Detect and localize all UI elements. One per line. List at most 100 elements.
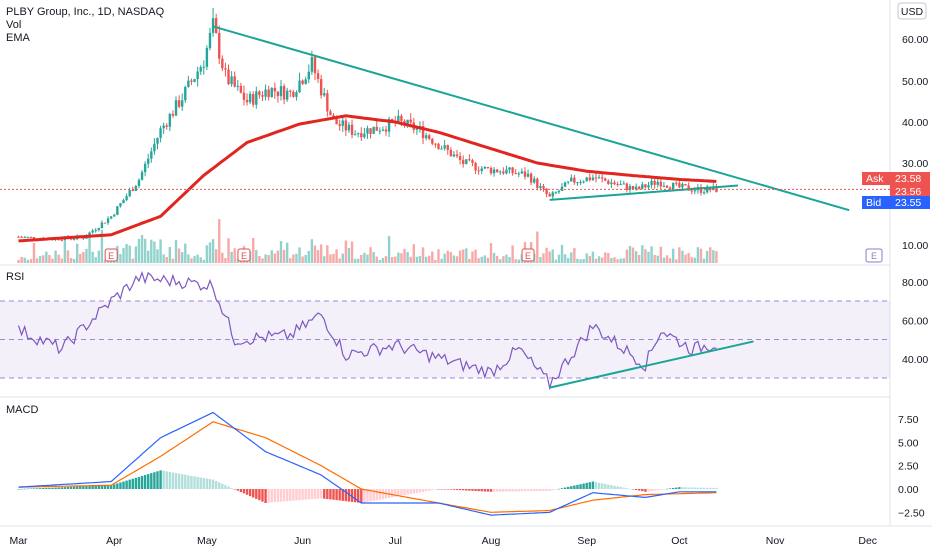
- macd-histogram-bar: [536, 489, 539, 492]
- macd-histogram-bar: [236, 489, 239, 491]
- candle-body: [397, 115, 400, 123]
- candle-body: [625, 183, 629, 190]
- volume-bar: [267, 255, 270, 263]
- macd-histogram-bar: [279, 489, 283, 502]
- volume-bar: [156, 249, 159, 263]
- candle-body: [662, 185, 666, 187]
- candle-body: [536, 178, 539, 188]
- volume-bar: [514, 259, 517, 263]
- volume-bar: [579, 259, 582, 263]
- macd-histogram-bar: [205, 478, 209, 489]
- macd-histogram-bar: [641, 489, 644, 492]
- macd-histogram-bar: [690, 487, 693, 489]
- candle-body: [449, 149, 453, 157]
- candle-body: [295, 92, 298, 97]
- candle-body: [230, 76, 233, 85]
- volume-bar: [616, 259, 619, 263]
- candle-body: [462, 159, 465, 165]
- macd-histogram-bar: [363, 489, 366, 503]
- volume-bar: [221, 252, 224, 263]
- macd-tick-label: 7.50: [898, 414, 919, 426]
- macd-histogram-bar: [492, 489, 496, 492]
- candle-body: [520, 171, 524, 174]
- candle-body: [23, 236, 26, 238]
- candle-body: [94, 229, 97, 231]
- volume-bar: [678, 247, 681, 263]
- candle-body: [224, 68, 227, 70]
- candle-body: [693, 190, 696, 192]
- macd-histogram-bar: [687, 487, 690, 489]
- bid-tag: Bid 23.55: [862, 196, 930, 209]
- descending-trendline[interactable]: [212, 25, 850, 212]
- macd-histogram-bar: [153, 472, 156, 489]
- macd-histogram-bar: [406, 489, 409, 495]
- volume-bar: [360, 254, 363, 263]
- macd-tick-label: 0.00: [898, 484, 919, 496]
- currency-badge[interactable]: USD: [897, 2, 927, 20]
- volume-bar: [705, 250, 709, 263]
- macd-histogram-bar: [187, 475, 190, 489]
- macd-histogram-bar: [174, 473, 178, 489]
- currency-label: USD: [901, 6, 924, 18]
- macd-histogram-bar: [341, 489, 344, 501]
- volume-bar: [557, 254, 561, 263]
- volume-bar: [375, 256, 378, 263]
- candle-body: [248, 93, 252, 103]
- macd-histogram-bar: [48, 487, 51, 489]
- volume-bar: [224, 258, 227, 263]
- rsi-trendline[interactable]: [549, 340, 754, 389]
- macd-histogram-bar: [100, 485, 104, 489]
- volume-bar: [32, 243, 36, 263]
- volume-bar: [634, 251, 638, 263]
- volume-bar: [329, 254, 332, 263]
- candle-body: [452, 154, 456, 157]
- time-tick-label: Jul: [389, 535, 402, 547]
- macd-histogram-bar: [156, 471, 159, 489]
- candle-body: [32, 237, 36, 240]
- macd-signal-line: [18, 421, 717, 513]
- candle-body: [366, 128, 369, 134]
- macd-histogram-bar: [499, 489, 502, 492]
- macd-histogram-bar: [165, 471, 168, 489]
- volume-bar: [134, 246, 138, 263]
- volume-bar: [619, 258, 622, 263]
- ascending-trendline[interactable]: [549, 184, 739, 201]
- macd-histogram-bar: [551, 489, 554, 491]
- candle-body: [298, 80, 301, 93]
- candle-body: [604, 178, 607, 181]
- volume-bar: [233, 248, 236, 263]
- upcoming-earnings-badge[interactable]: E: [865, 248, 883, 263]
- time-tick-label: Mar: [9, 535, 28, 547]
- macd-histogram-bar: [631, 489, 635, 490]
- macd-histogram-bar: [437, 489, 440, 490]
- volume-bar: [690, 257, 693, 263]
- candle-body: [153, 143, 156, 152]
- candle-body: [363, 133, 366, 138]
- macd-histogram-bar: [338, 489, 341, 501]
- candle-body: [533, 178, 536, 183]
- candle-body: [440, 148, 443, 150]
- macd-histogram-bar: [566, 486, 570, 489]
- volume-bar: [434, 259, 437, 263]
- macd-histogram-bar: [665, 488, 669, 490]
- candle-body: [492, 169, 496, 174]
- macd-histogram-bar: [35, 488, 39, 489]
- macd-histogram-bar: [394, 489, 397, 497]
- volume-bar: [675, 259, 678, 263]
- price-axis[interactable]: 60.00 50.00 40.00 30.00 10.00: [902, 34, 928, 252]
- volume-bar: [403, 248, 406, 263]
- volume-bar: [693, 257, 696, 263]
- macd-histogram-bar: [668, 488, 672, 489]
- candle-body: [384, 129, 388, 132]
- candle-body: [208, 32, 212, 49]
- volume-bar: [119, 254, 122, 263]
- candle-body: [187, 80, 190, 88]
- volume-bar: [363, 252, 366, 263]
- time-axis[interactable]: Mar Apr May Jun Jul Aug Sep Oct Nov Dec: [9, 535, 877, 547]
- macd-histogram-bar: [264, 489, 267, 503]
- macd-histogram-bar: [517, 489, 520, 492]
- volume-bar: [187, 254, 190, 263]
- macd-histogram-bar: [628, 488, 632, 490]
- volume-bar: [480, 256, 483, 263]
